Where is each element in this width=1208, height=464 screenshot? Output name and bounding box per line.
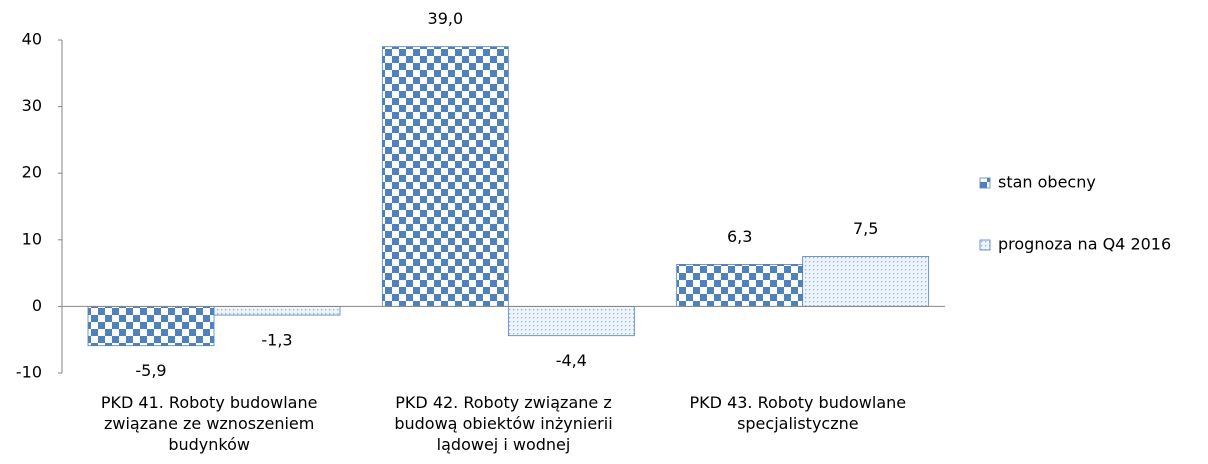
value-label: 6,3 — [727, 227, 752, 246]
value-label: -5,9 — [135, 361, 166, 380]
value-label: -1,3 — [261, 331, 292, 350]
bar — [87, 305, 215, 347]
value-label: 7,5 — [853, 219, 878, 238]
y-tick-label: 20 — [22, 163, 42, 182]
bar — [507, 305, 635, 337]
y-tick-label: 0 — [32, 296, 42, 315]
x-tick-label: PKD 43. Roboty budowlane specjalistyczne — [689, 393, 907, 433]
y-tick-label: -10 — [16, 363, 42, 382]
bar — [676, 264, 804, 307]
legend-swatch — [979, 239, 991, 251]
bar — [213, 305, 341, 316]
legend-label: stan obecny — [998, 173, 1096, 192]
legend-swatch — [979, 177, 991, 189]
value-label: 39,0 — [428, 9, 464, 28]
y-tick-label: 10 — [22, 229, 42, 248]
x-tick-label: PKD 41. Roboty budowlane związane ze wzn… — [100, 393, 318, 454]
legend-label: prognoza na Q4 2016 — [998, 235, 1171, 254]
y-tick-label: 40 — [22, 30, 42, 49]
y-tick-label: 30 — [22, 96, 42, 115]
x-tick-label: PKD 42. Roboty związane z budową obiektó… — [394, 393, 613, 454]
bar — [802, 256, 930, 307]
value-label: -4,4 — [556, 351, 587, 370]
bar — [381, 46, 509, 307]
